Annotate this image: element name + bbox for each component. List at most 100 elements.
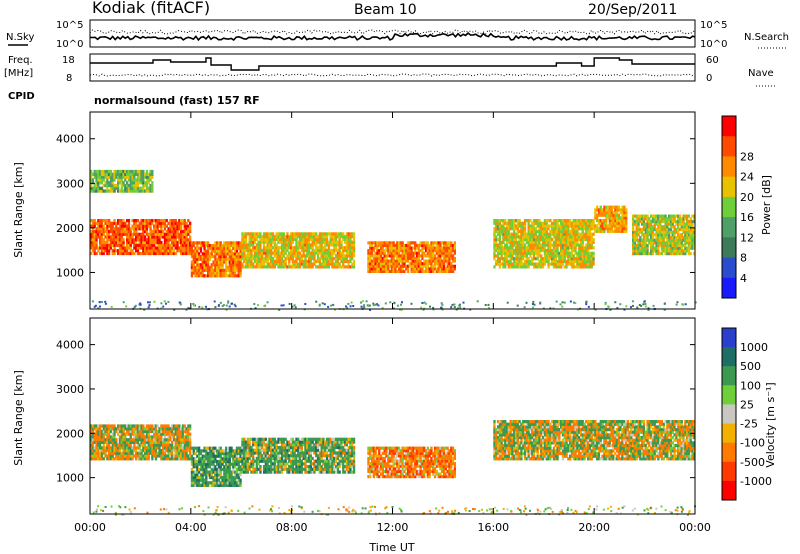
heatmap-cell [244, 248, 248, 252]
heatmap-cell [511, 251, 514, 255]
heatmap-cell [588, 243, 592, 247]
heatmap-cell [583, 265, 586, 269]
heatmap-cell [129, 249, 132, 253]
heatmap-cell [496, 257, 500, 261]
heatmap-cell [248, 237, 251, 241]
heatmap-cell [118, 235, 122, 239]
heatmap-cell [412, 241, 415, 245]
heatmap-cell [441, 254, 444, 258]
heatmap-cell [127, 240, 131, 245]
heatmap-cell [169, 432, 172, 436]
heatmap-cell [374, 251, 377, 255]
heatmap-cell [104, 432, 107, 436]
heatmap-cell [90, 224, 93, 228]
heatmap-cell [154, 451, 158, 455]
heatmap-cell [560, 246, 563, 250]
heatmap-cell [677, 222, 680, 226]
heatmap-cell [520, 224, 523, 228]
heatmap-cell [608, 227, 611, 231]
heatmap-cell [147, 224, 150, 228]
heatmap-cell [126, 232, 129, 236]
heatmap-cell [644, 241, 647, 245]
heatmap-cell [239, 255, 242, 259]
heatmap-cell [529, 240, 532, 244]
heatmap-cell [410, 267, 413, 271]
heatmap-cell [414, 267, 417, 271]
heatmap-cell [633, 243, 637, 248]
heatmap-cell [400, 303, 402, 306]
heatmap-cell [572, 257, 575, 261]
heatmap-cell [417, 246, 420, 250]
heatmap-cell [270, 262, 273, 266]
heatmap-cell [216, 252, 219, 256]
heatmap-cell [513, 227, 516, 231]
heatmap-cell [219, 301, 222, 304]
heatmap-cell [520, 229, 523, 234]
heatmap-cell [569, 219, 572, 223]
heatmap-cell [532, 257, 536, 261]
heatmap-cell [569, 257, 572, 261]
heatmap-cell [423, 246, 426, 250]
heatmap-cell [579, 224, 583, 228]
heatmap-cell [437, 249, 440, 253]
heatmap-cell [255, 262, 258, 266]
heatmap-cell [435, 267, 438, 271]
heatmap-cell [288, 251, 291, 255]
heatmap-cell [412, 267, 415, 271]
heatmap-cell [160, 249, 163, 253]
heatmap-cell [111, 440, 114, 444]
heatmap-cell [208, 246, 212, 250]
heatmap-cell [639, 241, 642, 245]
heatmap-cell [565, 219, 568, 223]
heatmap-cell [208, 252, 212, 256]
heatmap-cell [686, 225, 689, 229]
heatmap-cell [673, 227, 676, 232]
heatmap-cell [498, 219, 501, 223]
heatmap-cell [120, 224, 123, 228]
heatmap-cell [612, 213, 615, 217]
heatmap-cell [446, 241, 449, 245]
heatmap-cell [531, 246, 534, 250]
heatmap-cell [675, 222, 678, 226]
heatmap-cell [435, 262, 438, 266]
heatmap-cell [635, 249, 638, 253]
heatmap-cell [579, 221, 583, 225]
heatmap-cell [136, 181, 140, 185]
heatmap-cell [156, 443, 159, 447]
heatmap-cell [120, 186, 123, 190]
heatmap-cell [219, 249, 222, 253]
heatmap-cell [541, 235, 545, 239]
heatmap-cell [139, 302, 142, 305]
heatmap-cell [558, 257, 561, 261]
heatmap-cell [196, 265, 199, 270]
heatmap-cell [297, 251, 300, 255]
heatmap-cell [691, 225, 694, 229]
heatmap-cell [412, 269, 415, 273]
heatmap-cell [135, 219, 138, 223]
heatmap-cell [383, 243, 386, 247]
heatmap-cell [133, 446, 136, 450]
heatmap-cell [185, 246, 188, 250]
heatmap-cell [167, 300, 170, 303]
heatmap-cell [523, 262, 527, 266]
heatmap-cell [212, 263, 215, 267]
heatmap-cell [642, 214, 646, 218]
heatmap-cell [567, 257, 570, 261]
heatmap-cell [90, 229, 93, 234]
heatmap-cell [243, 251, 246, 255]
heatmap-cell [529, 262, 532, 266]
heatmap-cell [160, 438, 163, 442]
heatmap-cell [122, 251, 125, 256]
heatmap-cell [369, 254, 372, 258]
heatmap-cell [525, 259, 528, 263]
heatmap-cell [171, 243, 174, 247]
heatmap-cell [529, 238, 532, 242]
heatmap-cell [153, 232, 156, 236]
heatmap-cell [617, 216, 621, 220]
heatmap-cell [686, 238, 689, 242]
heatmap-cell [189, 443, 192, 447]
heatmap-cell [144, 243, 147, 247]
heatmap-cell [162, 443, 165, 447]
heatmap-cell [235, 241, 239, 245]
heatmap-cell [270, 232, 273, 236]
